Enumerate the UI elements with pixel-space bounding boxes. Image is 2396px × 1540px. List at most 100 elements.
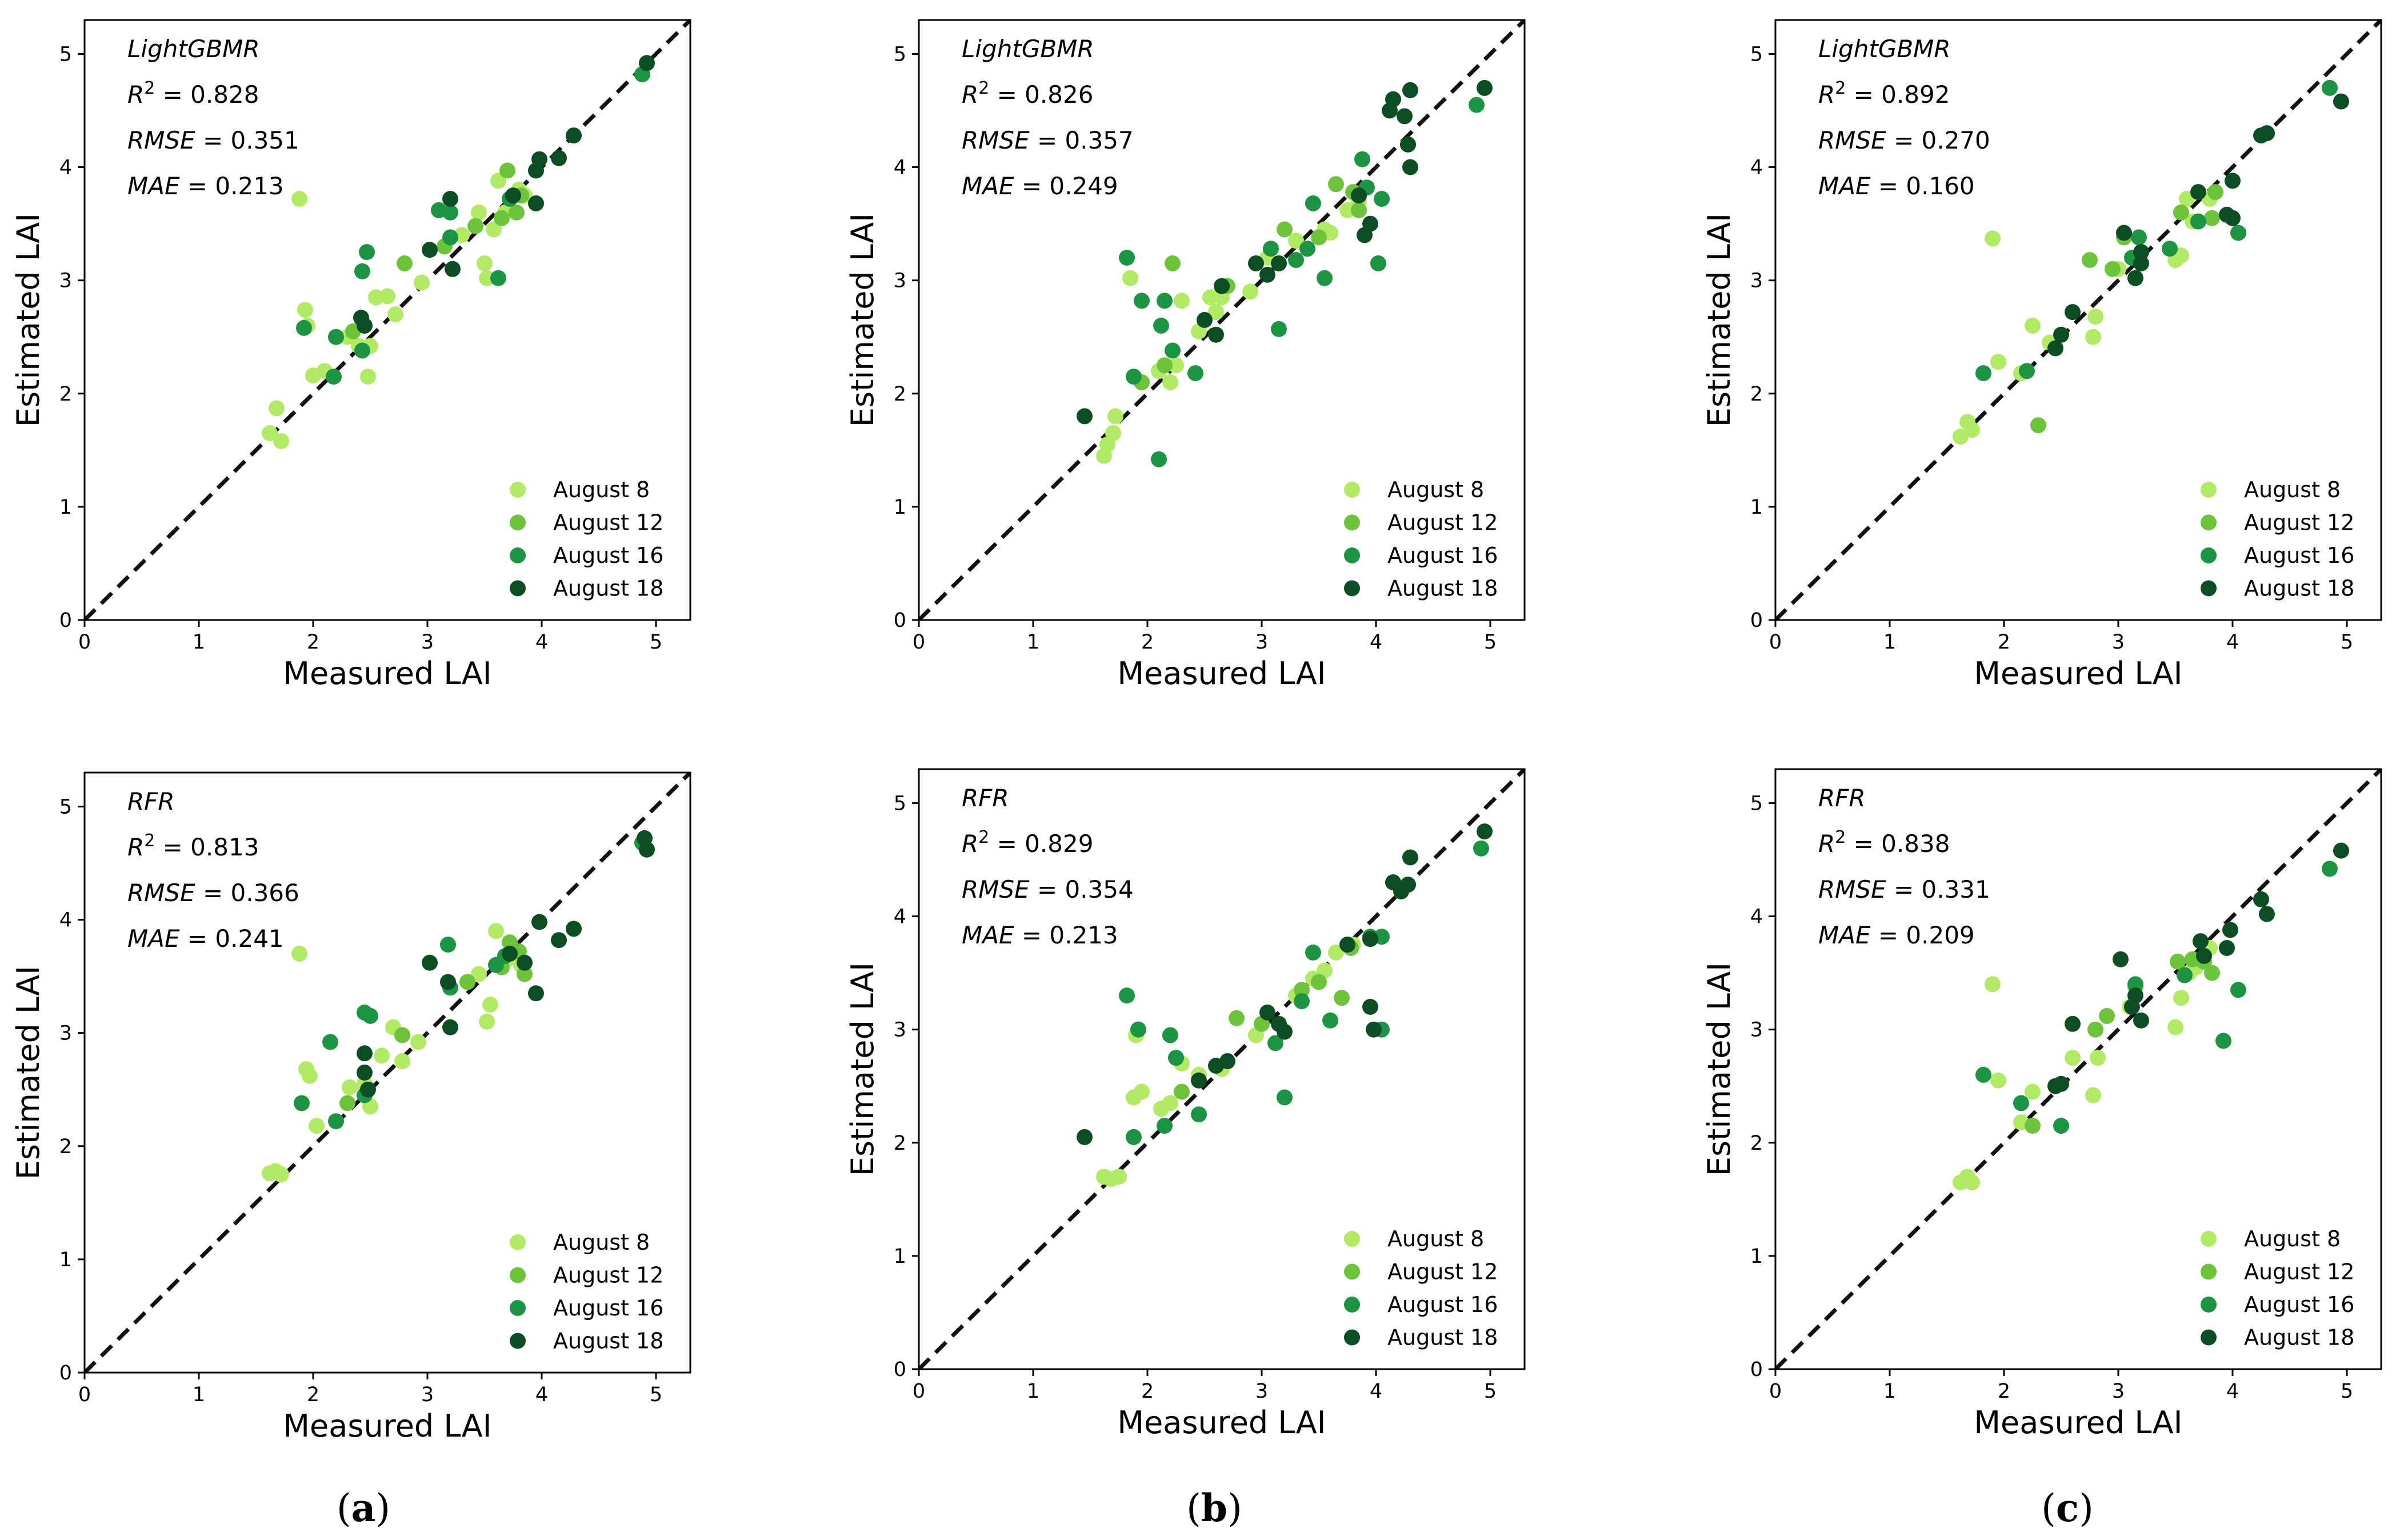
x-tick-label: 2	[1141, 1380, 1154, 1403]
data-point	[1397, 108, 1413, 125]
y-axis-label: Estimated LAI	[1701, 962, 1737, 1176]
legend: August 8 August 12 August 16 August 18	[510, 477, 663, 601]
data-point	[517, 966, 533, 982]
rmse-stat: RMSE = 0.351	[127, 126, 299, 154]
y-tick-label: 3	[59, 1022, 72, 1045]
legend-label: August 16	[2244, 1292, 2354, 1317]
data-point	[2053, 1118, 2069, 1134]
mae-symbol: MAE	[127, 925, 180, 953]
data-point	[486, 221, 502, 238]
data-point	[1366, 1021, 1382, 1038]
data-point	[1339, 202, 1355, 218]
data-point	[291, 191, 307, 207]
data-point	[2230, 982, 2246, 998]
data-point	[1134, 293, 1150, 309]
rmse-symbol: RMSE	[962, 875, 1030, 903]
data-point	[502, 946, 518, 962]
rmse-stat: RMSE = 0.331	[1818, 875, 1990, 903]
legend-label: August 12	[1387, 1259, 1498, 1285]
rmse-symbol: RMSE	[1818, 126, 1886, 154]
rmse-value: = 0.366	[195, 879, 299, 907]
x-axis-label: Measured LAI	[283, 655, 491, 691]
x-tick-label: 4	[535, 1383, 548, 1406]
legend-label: August 8	[1387, 477, 1484, 502]
data-point	[1259, 1004, 1275, 1021]
data-point	[2253, 891, 2269, 907]
legend-marker	[510, 1234, 526, 1250]
legend-marker	[510, 482, 526, 498]
data-point	[471, 966, 487, 982]
data-point	[1157, 293, 1173, 309]
data-point	[1964, 422, 1980, 438]
x-tick-label: 0	[913, 1380, 925, 1403]
x-tick-label: 0	[913, 631, 925, 654]
one-to-one-line	[85, 20, 690, 620]
legend-marker	[1344, 547, 1360, 563]
data-point	[1126, 1129, 1142, 1145]
legend-marker	[510, 1300, 526, 1316]
data-point	[2204, 965, 2220, 981]
y-tick-label: 5	[59, 795, 72, 818]
model-name: RFR	[127, 787, 175, 815]
legend: August 8 August 12 August 16 August 18	[2201, 1226, 2354, 1350]
x-tick-label: 0	[78, 631, 91, 654]
legend: August 8 August 12 August 16 August 18	[1344, 477, 1498, 601]
data-point	[440, 937, 456, 953]
rmse-symbol: RMSE	[127, 879, 195, 907]
legend-marker	[2201, 1329, 2217, 1346]
data-point	[1105, 425, 1121, 442]
y-tick-label: 0	[894, 609, 906, 632]
r2-stat: R2 = 0.892	[1818, 78, 1950, 109]
data-point	[374, 1047, 390, 1064]
y-tick-label: 0	[1750, 609, 1763, 632]
x-tick-label: 4	[1370, 631, 1382, 654]
mae-value: = 0.249	[1014, 172, 1118, 200]
data-point	[387, 306, 403, 323]
data-point	[2225, 210, 2241, 226]
data-point	[1162, 1027, 1178, 1043]
data-point	[1111, 1169, 1127, 1185]
legend-marker	[510, 1267, 526, 1283]
data-point	[1174, 293, 1190, 309]
data-point	[2099, 1007, 2115, 1024]
x-tick-label: 1	[1883, 1380, 1896, 1403]
data-point	[1130, 1021, 1146, 1038]
y-tick-label: 0	[59, 1362, 72, 1385]
r2-value: = 0.892	[1846, 81, 1950, 109]
x-tick-label: 2	[307, 1383, 319, 1406]
y-tick-label: 2	[1750, 383, 1763, 406]
legend-label: August 16	[553, 1295, 663, 1321]
legend-marker	[1344, 514, 1360, 531]
data-point	[354, 342, 370, 359]
data-point	[2025, 1118, 2041, 1134]
mae-symbol: MAE	[1818, 921, 1871, 949]
x-tick-label: 1	[193, 631, 205, 654]
data-point	[2127, 270, 2143, 286]
data-point	[1469, 97, 1485, 113]
y-tick-label: 0	[59, 609, 72, 632]
legend-marker	[2201, 1263, 2217, 1280]
legend: August 8 August 12 August 16 August 18	[2201, 477, 2354, 601]
data-point	[273, 433, 289, 449]
data-point	[528, 195, 544, 211]
mae-value: = 0.213	[180, 172, 284, 200]
data-point	[2190, 213, 2206, 230]
mae-stat: MAE = 0.209	[1818, 921, 1975, 949]
scatter-panel-1: 0 1 2 3 4 5 0 1 2 3 4 5 Measured LAI Estimated LAI Lig…	[10, 19, 691, 691]
data-point	[1975, 1066, 1991, 1083]
data-point	[1151, 451, 1167, 467]
data-point	[2019, 363, 2035, 379]
data-point	[442, 191, 458, 207]
legend-label: August 16	[553, 543, 663, 568]
data-point	[394, 1027, 410, 1043]
data-point	[2193, 933, 2209, 950]
legend-label: August 8	[553, 477, 650, 502]
plot-frame	[83, 771, 691, 1374]
one-to-one-line	[1775, 769, 2381, 1369]
mae-symbol: MAE	[962, 172, 1014, 200]
x-axis-label: Measured LAI	[283, 1408, 491, 1444]
data-point	[1191, 1072, 1207, 1089]
legend-marker	[2201, 547, 2217, 563]
data-point	[1362, 215, 1378, 232]
